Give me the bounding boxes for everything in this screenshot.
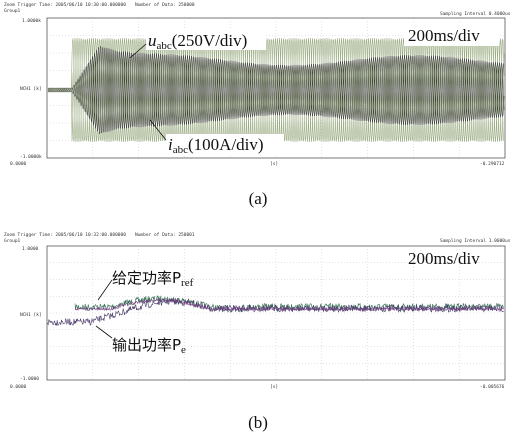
label-bg [146, 28, 266, 50]
axis-bottom: -1.0000k [20, 154, 42, 160]
axis-channel: NCH1 [k] [20, 312, 42, 318]
pointer [97, 279, 113, 301]
pointer [129, 43, 147, 59]
axis-left-time: 0.0000 [10, 384, 27, 390]
axis-channel: NCH1 [k] [20, 86, 42, 92]
axis-unit: [s] [270, 384, 278, 390]
header-sampling: Sampling Interval 0.4000us [440, 11, 511, 17]
waveform [47, 47, 505, 134]
out-label: 输出功率Pe [112, 336, 186, 356]
axis-right-time: -0.005676 [480, 384, 505, 390]
header-count: Number of Data: 250001 [135, 232, 195, 238]
voltage-label: uabc(250V/div) [148, 31, 247, 52]
trace [74, 298, 504, 312]
axis-bottom: -1.0000 [20, 376, 39, 382]
axis-top: 1.0000 [22, 246, 39, 252]
trace [46, 297, 504, 327]
pointer [149, 119, 167, 141]
axis-top: 1.0000k [22, 18, 41, 24]
caption: (b) [248, 413, 268, 432]
caption: (a) [249, 189, 268, 208]
axis-unit: [s] [270, 161, 278, 167]
header-group: Group1 [4, 238, 21, 244]
axis-left-time: 0.0000 [10, 161, 27, 167]
time-scale: 200ms/div [408, 249, 480, 268]
panel-b: Zoom Trigger Time: 2005/06/10 10:32:00.0… [4, 232, 511, 432]
header-trigger: Zoom Trigger Time: 2005/06/10 10:32:00.0… [4, 232, 126, 238]
header-trigger: Zoom Trigger Time: 2005/06/10 10:30:00.0… [4, 2, 126, 8]
waveform [47, 37, 505, 143]
header-sampling: Sampling Interval 1.0000us [440, 238, 511, 244]
current-label: iabc(100A/div) [168, 135, 264, 156]
label-bg [404, 24, 499, 46]
header-count: Number of Data: 250000 [135, 2, 195, 8]
ref-label: 给定功率Pref [112, 269, 194, 289]
label-bg [166, 134, 284, 156]
panel-a: Zoom Trigger Time: 2005/06/10 10:30:00.0… [4, 2, 511, 208]
axis-right-time: -0.290712 [480, 161, 505, 167]
header-group: Group1 [4, 8, 21, 14]
waveform [47, 46, 505, 134]
pointer [95, 325, 113, 339]
waveform [47, 47, 505, 135]
time-scale: 200ms/div [408, 26, 480, 45]
